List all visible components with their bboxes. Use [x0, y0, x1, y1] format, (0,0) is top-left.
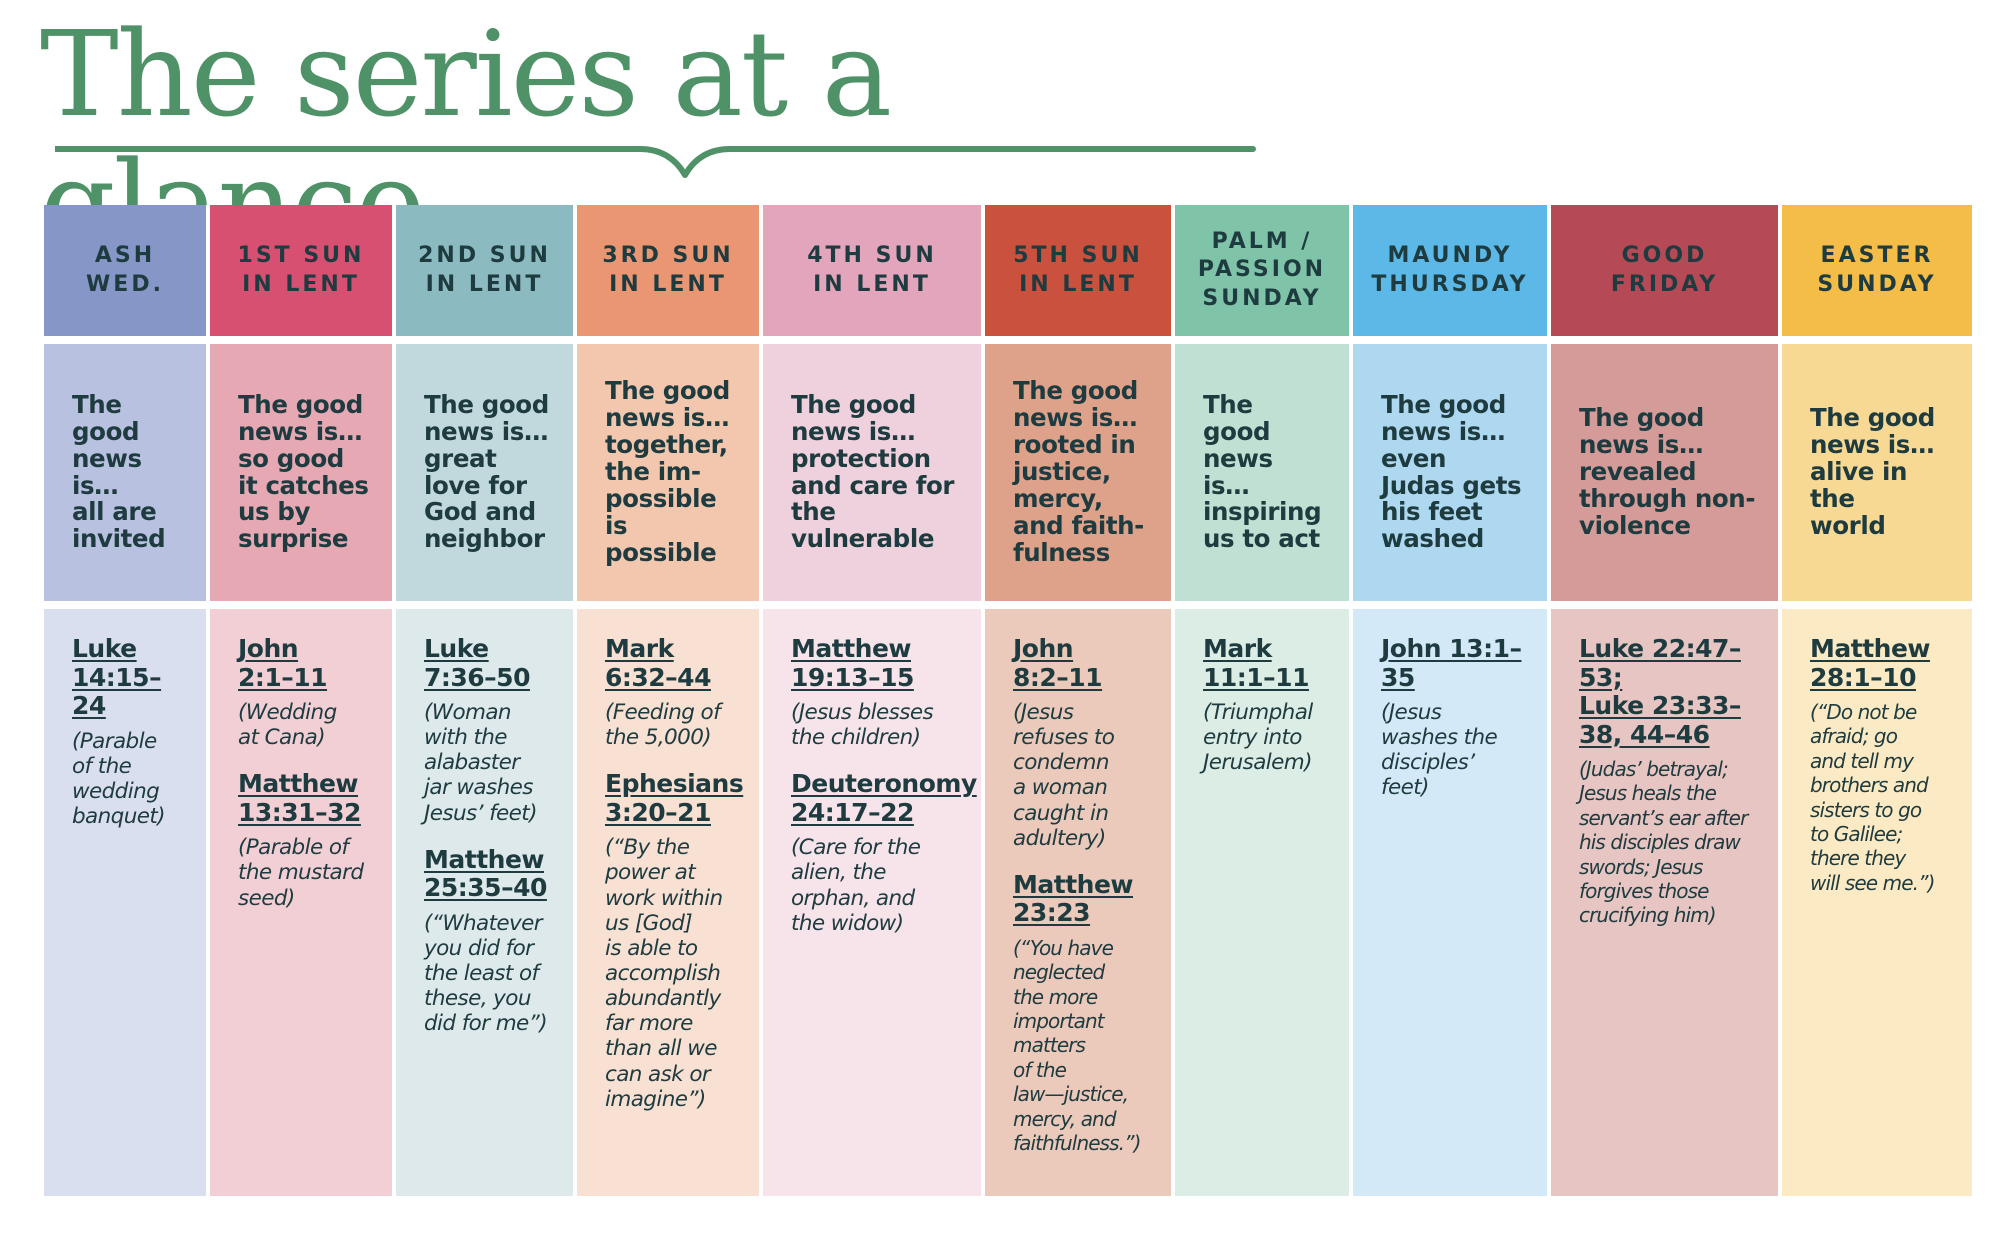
column-header: EASTER SUNDAY	[1782, 205, 1976, 344]
title-area: The series at a glance	[40, 9, 1256, 269]
good-news-cell: The good news is… alive in the world	[1782, 344, 1976, 609]
scripture-cell: Mark 11:1–11 (Triumphal entry into Jerusa…	[1175, 609, 1353, 1204]
page-title: The series at a glance	[40, 5, 892, 273]
scripture-reference: Luke 14:15–24	[72, 634, 162, 720]
scripture-description: (Care for the alien, the orphan, and the…	[791, 835, 921, 936]
title-underline-flourish	[55, 146, 1256, 178]
scripture-description: (“Whatever you did for the least of thes…	[424, 910, 548, 1037]
column-header: 5TH SUN IN LENT	[985, 205, 1175, 344]
column-header: 3RD SUN IN LENT	[577, 205, 763, 344]
good-news-cell: The good news is… revealed through non- …	[1551, 344, 1782, 609]
scripture-description: (Parable of the mustard seed)	[238, 835, 364, 911]
good-news-text: The good news is… revealed through non- …	[1579, 403, 1756, 540]
column-header: 1ST SUN IN LENT	[210, 205, 396, 344]
scripture-cell: John 2:1–11 (Wedding at Cana) Matthew 13:3…	[210, 609, 396, 1204]
scripture-description: (Wedding at Cana)	[238, 700, 337, 751]
good-news-text: The good news is… together, the im- poss…	[605, 376, 730, 567]
scripture-cell: Luke 22:47–53; Luke 23:33– 38, 44–46 (Jud…	[1551, 609, 1782, 1204]
good-news-cell: The good news is… protection and care fo…	[763, 344, 985, 609]
scripture-reference: Mark 11:1–11	[1203, 634, 1309, 692]
scripture-reference: Luke 7:36–50	[424, 634, 530, 692]
good-news-text: The good news is… great love for God and…	[424, 389, 549, 554]
scripture-reference: John 2:1–11	[238, 634, 328, 692]
scripture-description: (Jesus refuses to condemn a woman caught…	[1013, 700, 1115, 851]
scripture-reference: John 13:1–35	[1381, 634, 1522, 692]
scripture-description: (“You have neglected the more important …	[1013, 935, 1141, 1155]
scripture-reference: John 8:2–11	[1013, 634, 1103, 692]
scripture-reference: Matthew 23:23	[1013, 869, 1134, 928]
good-news-cell: The good news is… inspiring us to act	[1175, 344, 1353, 609]
scripture-description: (“Do not be afraid; go and tell my broth…	[1810, 700, 1935, 895]
scripture-reference: Matthew 28:1–10	[1810, 634, 1931, 692]
scripture-reference: Matthew 25:35–40	[424, 844, 547, 903]
scripture-description: (Parable of the wedding banquet)	[72, 728, 166, 829]
scripture-description: (Woman with the alabaster jar washes Jes…	[424, 700, 538, 826]
good-news-cell: The good news is… all are invited	[44, 344, 210, 609]
good-news-text: The good news is… alive in the world	[1810, 403, 1935, 540]
scripture-reference: Luke 22:47–53; Luke 23:33– 38, 44–46	[1579, 634, 1741, 749]
scripture-description: (“By the power at work within us [God] i…	[605, 835, 723, 1112]
scripture-description: (Jesus blesses the children)	[791, 700, 934, 751]
scripture-cell: Mark 6:32–44 (Feeding of the 5,000) Ephesi…	[577, 609, 763, 1204]
scripture-reference: Deuteronomy 24:17–22	[791, 769, 977, 827]
good-news-text: The good news is… even Judas gets his fe…	[1381, 389, 1522, 554]
column-header: GOOD FRIDAY	[1551, 205, 1782, 344]
scripture-cell: John 13:1–35 (Jesus washes the disciples’…	[1353, 609, 1551, 1204]
good-news-text: The good news is… all are invited	[72, 389, 166, 554]
scripture-reference: Matthew 13:31–32	[238, 769, 361, 827]
series-grid: ASH WED. The good news is… all are invite…	[44, 205, 1976, 1212]
scripture-description: (Feeding of the 5,000)	[605, 700, 721, 751]
column-header: MAUNDY THURSDAY	[1353, 205, 1551, 344]
scripture-description: (Jesus washes the disciples’ feet)	[1381, 700, 1498, 801]
column-header: 4TH SUN IN LENT	[763, 205, 985, 344]
scripture-cell: Matthew 19:13–15 (Jesus blesses the child…	[763, 609, 985, 1204]
scripture-description: (Triumphal entry into Jerusalem)	[1203, 700, 1313, 776]
scripture-description: (Judas’ betrayal; Jesus heals the servan…	[1579, 757, 1748, 928]
good-news-cell: The good news is… so good it catches us …	[210, 344, 396, 609]
scripture-cell: Luke 7:36–50 (Woman with the alabaster ja…	[396, 609, 577, 1204]
column-header: ASH WED.	[44, 205, 210, 344]
good-news-cell: The good news is… rooted in justice, mer…	[985, 344, 1175, 609]
good-news-text: The good news is… so good it catches us …	[238, 389, 369, 554]
good-news-cell: The good news is… together, the im- poss…	[577, 344, 763, 609]
scripture-reference: Matthew 19:13–15	[791, 634, 914, 692]
column-header: 2ND SUN IN LENT	[396, 205, 577, 344]
scripture-reference: Mark 6:32–44	[605, 634, 711, 692]
good-news-cell: The good news is… even Judas gets his fe…	[1353, 344, 1551, 609]
column-header: PALM / PASSION SUNDAY	[1175, 205, 1353, 344]
good-news-text: The good news is… rooted in justice, mer…	[1013, 376, 1144, 567]
good-news-text: The good news is… protection and care fo…	[791, 389, 955, 554]
scripture-cell: Matthew 28:1–10 (“Do not be afraid; go an…	[1782, 609, 1976, 1204]
scripture-cell: John 8:2–11 (Jesus refuses to condemn a w…	[985, 609, 1175, 1204]
scripture-reference: Ephesians 3:20–21	[605, 769, 744, 827]
good-news-text: The good news is… inspiring us to act	[1203, 389, 1322, 554]
good-news-cell: The good news is… great love for God and…	[396, 344, 577, 609]
scripture-cell: Luke 14:15–24 (Parable of the wedding ban…	[44, 609, 210, 1204]
